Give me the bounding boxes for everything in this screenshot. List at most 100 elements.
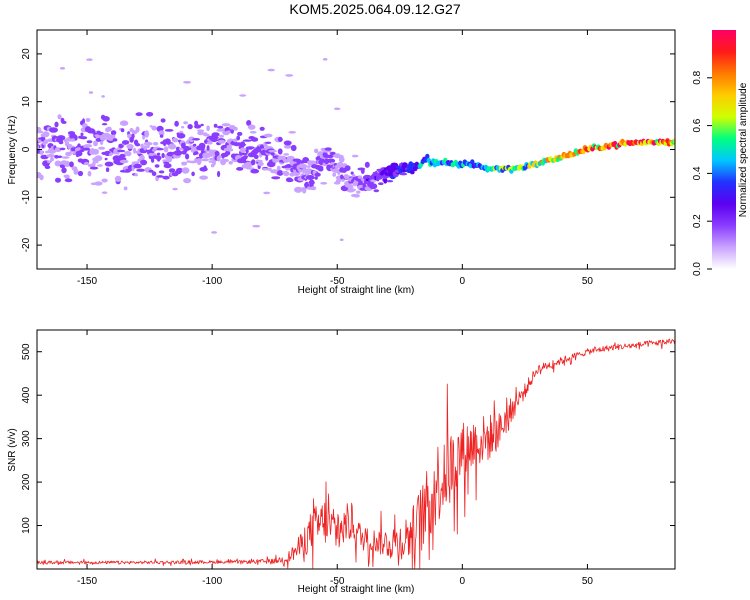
- spectral-cell: [305, 175, 315, 180]
- spectral-cell: [83, 144, 93, 148]
- colorbar: 0.0 0.2 0.4 0.6 0.8 Normalized spectral ampl…: [692, 30, 749, 276]
- spectral-cell: [226, 144, 232, 150]
- spectral-cell: [143, 145, 148, 151]
- x-tick-label: -50: [330, 276, 345, 287]
- snr-plot-area: [37, 330, 675, 569]
- spectral-cell: [276, 165, 281, 171]
- spectral-cell: [97, 164, 103, 167]
- spectral-cell: [409, 170, 415, 175]
- spectral-cell: [211, 231, 218, 234]
- spectral-cell: [185, 147, 193, 151]
- spectral-cell: [49, 127, 58, 133]
- spectral-cell: [162, 175, 170, 180]
- y-tick-label: 500: [21, 343, 32, 360]
- spectral-cell: [89, 166, 99, 170]
- spectrogram-y-ticks: -20 -10 0 10 20: [21, 48, 675, 252]
- spectral-cell: [426, 157, 431, 163]
- spectral-cell: [298, 163, 308, 169]
- spectral-cell: [154, 164, 160, 168]
- spectral-cell: [96, 130, 101, 134]
- spectral-cell: [37, 130, 44, 134]
- spectral-cell: [237, 131, 243, 136]
- spectral-cell: [255, 159, 263, 163]
- y-tick-label: -10: [21, 190, 32, 205]
- spectral-cell: [73, 168, 79, 175]
- spectral-cell: [351, 188, 357, 192]
- colorbar-ticks: 0.0 0.2 0.4 0.6 0.8: [692, 70, 712, 276]
- spectral-cell: [356, 190, 361, 194]
- x-tick-label: -100: [202, 576, 222, 587]
- spectral-cell: [61, 120, 67, 124]
- spectral-cell: [183, 81, 192, 84]
- spectral-cell: [352, 154, 359, 158]
- spectral-cell: [56, 155, 63, 159]
- spectral-cell: [181, 167, 190, 174]
- spectral-cell: [101, 191, 108, 194]
- spectral-cell: [242, 139, 252, 142]
- spectral-cell: [263, 133, 273, 138]
- spectral-cell: [156, 152, 161, 156]
- spectral-cell: [277, 148, 283, 155]
- colorbar-tick-label: 0.4: [692, 166, 703, 180]
- spectral-cell: [134, 173, 139, 177]
- spectral-cell: [46, 154, 55, 158]
- spectral-cell: [353, 194, 360, 198]
- spectral-cell: [77, 143, 81, 149]
- spectral-cell: [271, 176, 281, 180]
- spectral-cell: [156, 175, 164, 178]
- spectral-cell: [86, 140, 93, 144]
- spectral-cell: [155, 155, 162, 161]
- spectral-cell: [364, 161, 370, 168]
- spectral-cell: [119, 120, 129, 126]
- spectral-cell: [247, 124, 256, 130]
- spectral-cell: [59, 147, 66, 151]
- spectral-cell: [123, 186, 128, 191]
- spectral-cell: [168, 168, 176, 173]
- spectral-cell: [373, 189, 380, 193]
- spectral-cell: [100, 140, 104, 145]
- spectral-cell: [338, 156, 345, 163]
- spectral-cell: [65, 151, 72, 157]
- spectral-cell: [57, 114, 62, 120]
- spectral-cell: [105, 167, 110, 172]
- spectral-cell: [173, 150, 183, 156]
- spectral-cell: [283, 144, 292, 149]
- spectral-cell: [324, 147, 332, 151]
- spectral-cell: [182, 142, 186, 148]
- spectral-cell: [101, 123, 108, 126]
- spectral-cell: [196, 158, 202, 164]
- spectral-cell: [162, 159, 167, 163]
- spectral-cell: [135, 126, 140, 133]
- x-tick-label: 50: [582, 276, 594, 287]
- spectral-cell: [158, 170, 165, 174]
- spectral-cell: [203, 165, 207, 171]
- spectral-cell: [672, 138, 675, 144]
- spectral-cell: [185, 153, 190, 160]
- spectral-cell: [320, 158, 325, 163]
- spectral-cell: [106, 126, 112, 132]
- spectral-cell: [325, 154, 334, 159]
- spectral-cell: [212, 159, 217, 166]
- spectral-cell: [183, 178, 192, 184]
- spectral-cell: [80, 132, 84, 137]
- spectral-cell: [277, 170, 284, 176]
- spectral-cell: [369, 184, 377, 190]
- spectral-cell: [224, 150, 231, 156]
- spectral-cell: [54, 147, 62, 153]
- colorbar-label: Normalized spectral amplitude: [738, 82, 749, 217]
- spectral-cell: [470, 159, 475, 165]
- spectral-cell: [142, 134, 146, 140]
- spectral-cell: [139, 154, 145, 161]
- spectral-cell: [148, 169, 154, 173]
- spectral-cell: [207, 153, 215, 157]
- spectral-cell: [340, 174, 344, 180]
- spectral-cell: [93, 140, 98, 147]
- spectral-cell: [336, 161, 344, 169]
- spectral-cell: [283, 171, 290, 177]
- spectral-cell: [112, 138, 118, 142]
- spectral-cell: [151, 125, 157, 131]
- spectral-cell: [156, 148, 164, 151]
- y-tick-label: 0: [21, 146, 32, 152]
